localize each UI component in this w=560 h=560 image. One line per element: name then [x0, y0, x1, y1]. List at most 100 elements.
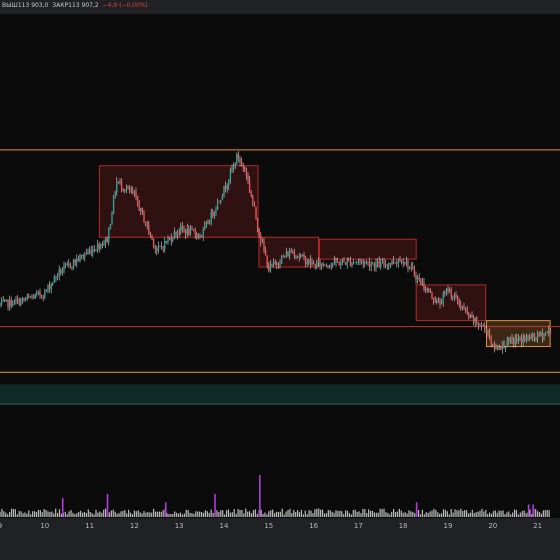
volume-bar: [270, 510, 272, 517]
candle-body: [7, 299, 9, 308]
candle: [197, 233, 200, 240]
candle: [532, 332, 534, 342]
volume-bar: [176, 512, 178, 517]
x-axis[interactable]: 9 10 11 12 13 14 15 16 17 18 19 20 21: [0, 518, 560, 532]
candle-body: [55, 276, 57, 278]
candle-body: [261, 241, 264, 243]
candle: [40, 294, 43, 300]
candle: [500, 346, 502, 351]
candle-body: [237, 153, 240, 160]
candle: [112, 194, 115, 215]
candle-body: [500, 347, 502, 350]
volume-bar: [78, 511, 80, 517]
volume-bar: [262, 513, 264, 517]
price-chart[interactable]: [0, 14, 560, 518]
candle-body: [392, 260, 395, 264]
candle-body: [544, 332, 547, 334]
volume-bar: [222, 510, 224, 517]
volume-bar: [57, 512, 59, 517]
candle-body: [50, 283, 52, 290]
candle-body: [276, 262, 278, 265]
volume-bar: [279, 511, 281, 517]
volume-bar: [471, 509, 473, 517]
volume-bar: [302, 514, 304, 517]
volume-bar: [369, 510, 372, 517]
candle-body: [180, 226, 182, 232]
volume-bar: [199, 511, 201, 517]
candle-body: [122, 188, 124, 191]
volume-bar: [427, 512, 429, 517]
volume-bar: [193, 513, 195, 517]
candle-body: [5, 299, 8, 301]
candle: [85, 248, 88, 256]
volume-bar: [110, 510, 112, 517]
volume-bar: [310, 510, 312, 517]
candle-body: [77, 258, 80, 261]
candle-body: [125, 188, 128, 191]
candle-body: [295, 256, 297, 258]
candle: [204, 221, 206, 231]
candle-body: [247, 175, 249, 181]
volume-bar: [18, 510, 20, 517]
volume-bar: [321, 509, 324, 517]
candle-body: [12, 304, 14, 307]
volume-bar: [70, 510, 72, 517]
volume-bar: [364, 508, 366, 517]
candle: [404, 261, 406, 266]
candle-body: [472, 317, 475, 323]
volume-bar: [433, 508, 435, 517]
candle: [101, 241, 104, 249]
candle-body: [159, 246, 161, 247]
candle: [476, 315, 478, 326]
volume-bar: [391, 511, 393, 517]
candle-body: [170, 237, 172, 241]
candle-body: [74, 259, 76, 263]
volume-bar: [149, 512, 151, 517]
volume-bar: [283, 514, 285, 517]
candle: [325, 263, 328, 268]
candle: [378, 256, 380, 268]
volume-bar: [41, 512, 43, 517]
volume-bar: [141, 513, 143, 517]
candle-body: [253, 202, 256, 207]
candle: [466, 305, 468, 315]
candle-body: [111, 213, 113, 225]
volume-bar: [414, 513, 416, 517]
candle: [260, 231, 262, 247]
candle-body: [388, 263, 390, 267]
candle: [271, 263, 273, 267]
candle-body: [335, 259, 337, 263]
candle: [61, 267, 64, 276]
candle-body: [522, 337, 524, 343]
volume-bar: [241, 509, 243, 517]
candle-body: [320, 263, 323, 267]
candle: [156, 245, 158, 256]
candle: [199, 233, 201, 240]
candle-body: [116, 181, 118, 193]
candle-body: [60, 269, 62, 274]
volume-bar: [350, 514, 352, 517]
candle-body: [469, 315, 472, 318]
candle: [165, 240, 168, 244]
candle-body: [252, 196, 254, 203]
candle-body: [135, 192, 137, 196]
volume-bar: [108, 512, 111, 517]
candle-body: [431, 291, 433, 298]
volume-bar: [444, 509, 447, 517]
candle: [516, 333, 518, 345]
candle: [71, 266, 73, 271]
candle-body: [468, 312, 470, 318]
candle-body: [549, 330, 552, 335]
volume-bar: [55, 508, 57, 517]
volume-bar: [32, 511, 34, 517]
candle: [114, 190, 116, 199]
candle: [50, 282, 52, 294]
candle: [168, 236, 171, 241]
candle-body: [4, 299, 6, 302]
candle-body: [357, 260, 360, 262]
candle: [117, 180, 120, 184]
candle-body: [178, 231, 180, 233]
volume-bar: [129, 512, 132, 517]
candle-body: [271, 264, 273, 266]
candle: [311, 257, 313, 267]
